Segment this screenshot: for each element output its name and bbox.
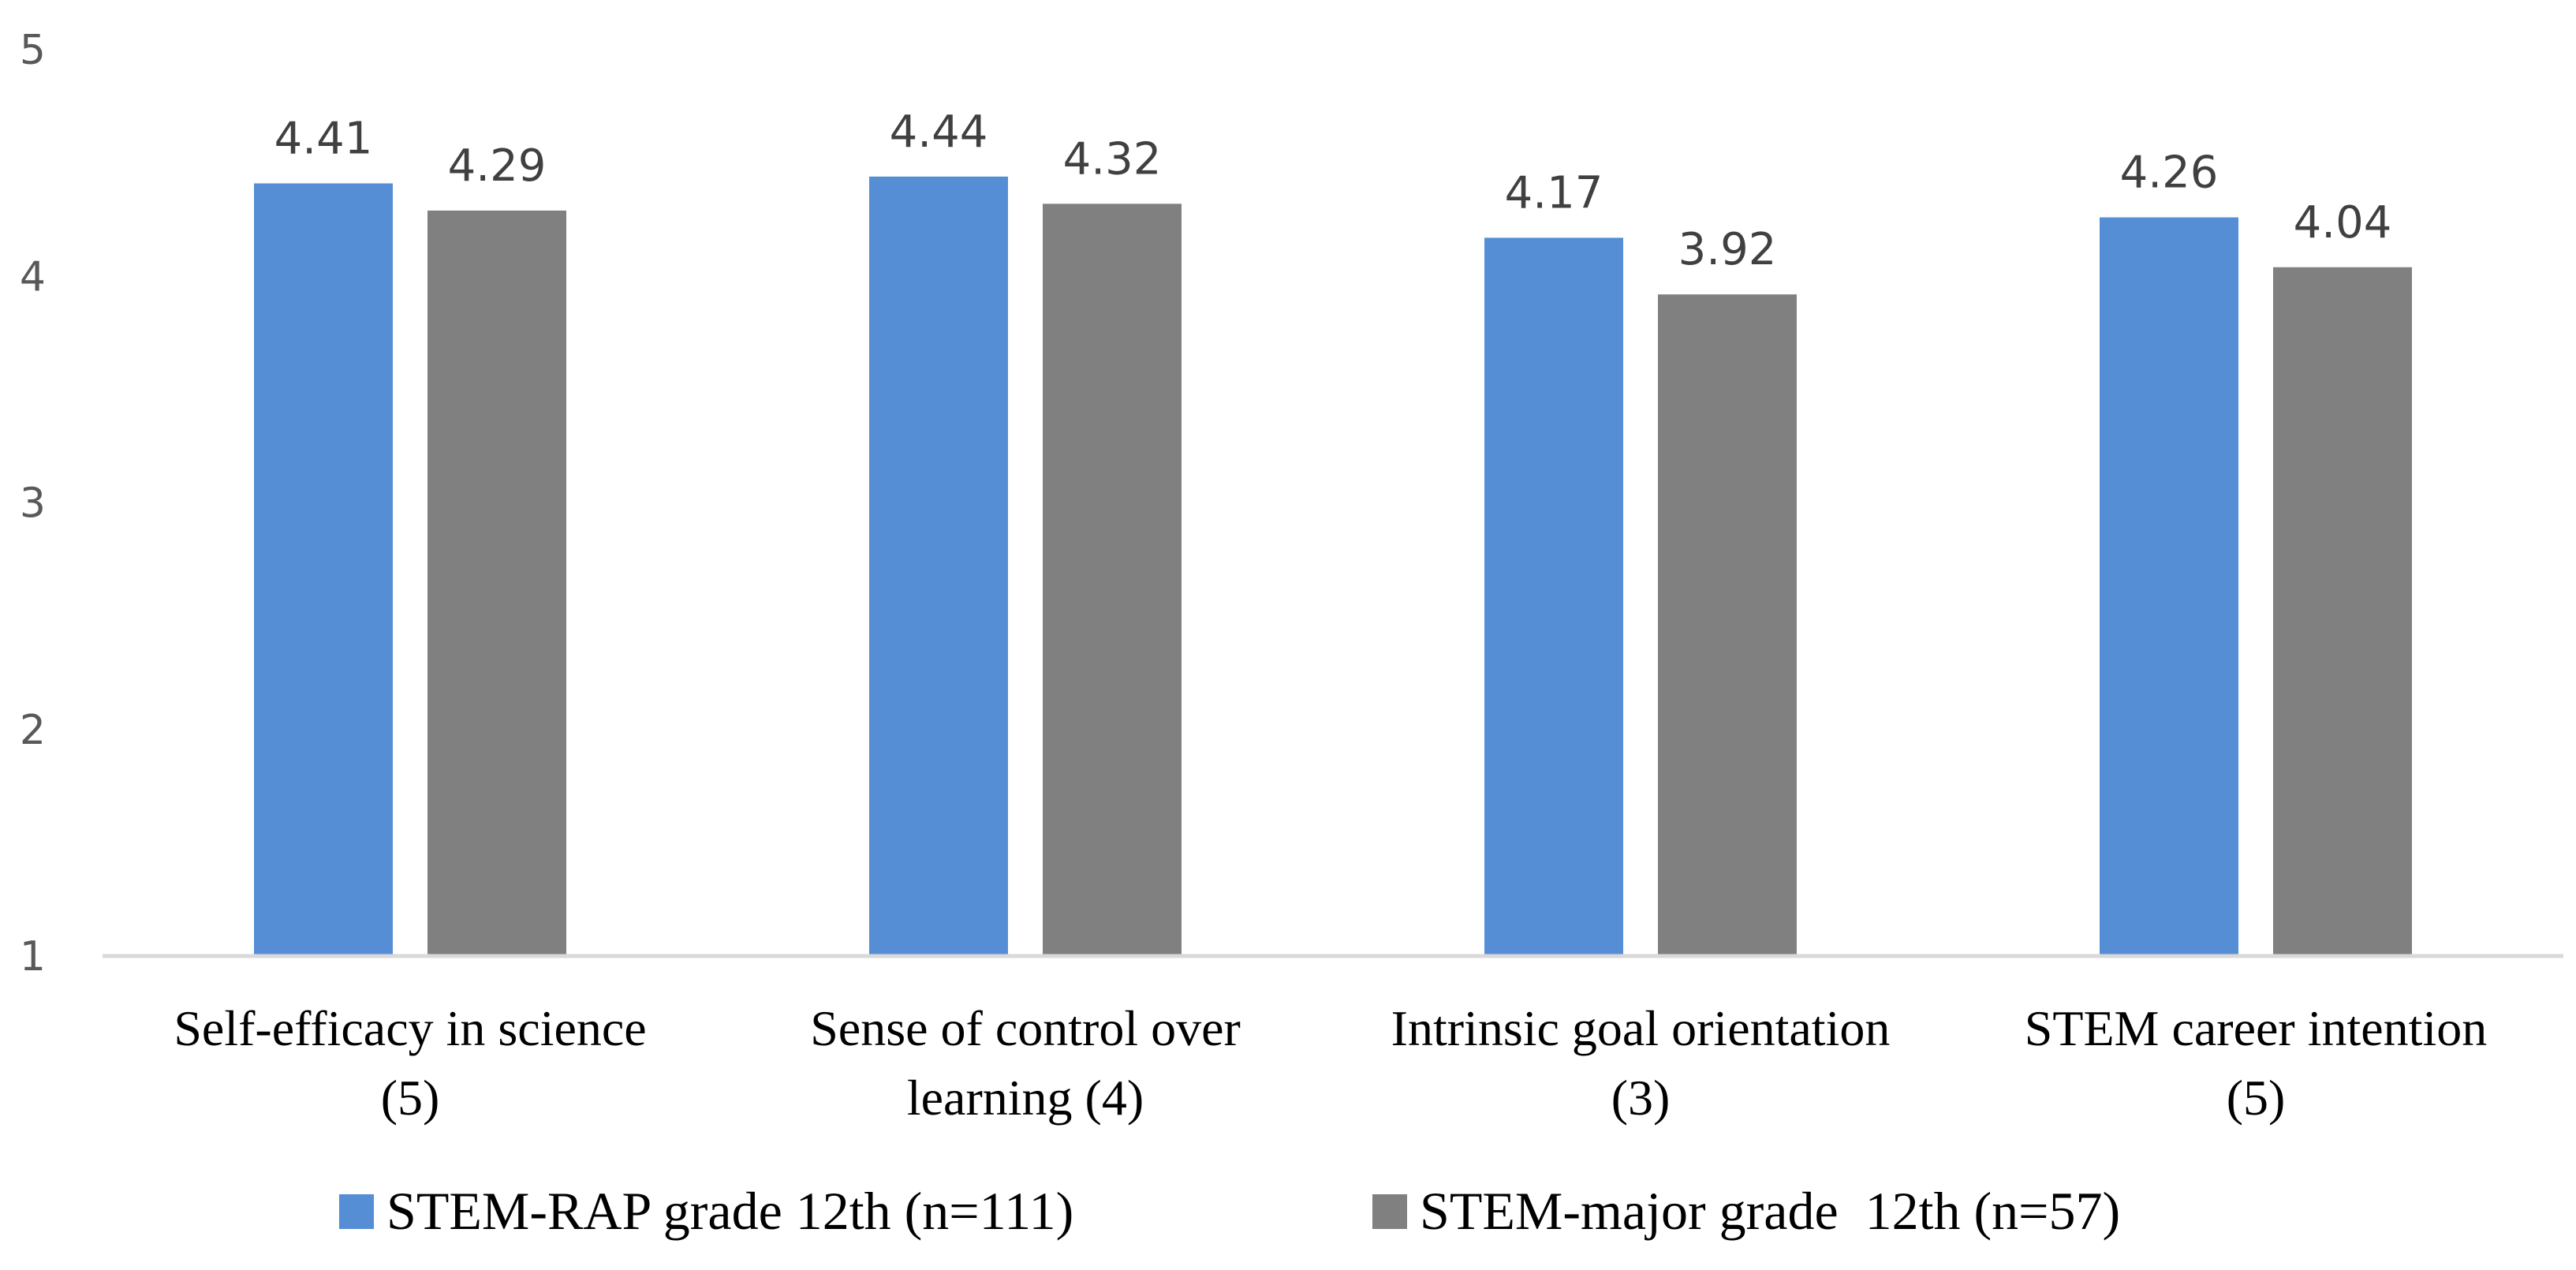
y-tick-label: 1 — [20, 933, 46, 981]
bar-series-0-cat-2 — [1484, 237, 1623, 957]
category-label: Self-efficacy in science — [174, 1000, 646, 1056]
bars — [254, 176, 2412, 957]
y-tick-label: 5 — [20, 27, 46, 74]
category-labels: Self-efficacy in science (5) Sense of cont… — [174, 1000, 2487, 1126]
legend-swatch — [1372, 1194, 1407, 1229]
category-label: Intrinsic goal orientation — [1391, 1000, 1891, 1056]
data-label: 4.26 — [2120, 148, 2219, 199]
category-label: learning (4) — [907, 1070, 1144, 1126]
legend: STEM-RAP grade 12th (n=111) STEM-major gr… — [339, 1181, 2120, 1241]
y-tick-label: 3 — [20, 480, 46, 528]
data-label: 4.04 — [2294, 197, 2392, 248]
bar-series-1-cat-2 — [1658, 294, 1797, 957]
bar-series-1-cat-0 — [427, 210, 566, 956]
bar-series-0-cat-0 — [254, 183, 393, 957]
category-label: (5) — [381, 1070, 440, 1126]
data-labels: 4.41 4.29 4.44 4.32 4.17 3.92 4.26 4.04 — [274, 106, 2392, 275]
y-tick-label: 4 — [20, 253, 46, 301]
category-label: Sense of control over — [810, 1000, 1241, 1056]
legend-label: STEM-RAP grade 12th (n=111) — [386, 1181, 1073, 1241]
legend-swatch — [339, 1194, 374, 1229]
bar-series-0-cat-3 — [2100, 217, 2238, 956]
data-label: 4.29 — [448, 140, 547, 192]
y-axis-tick-labels: 1 2 3 4 5 — [20, 27, 46, 981]
bar-series-0-cat-1 — [869, 176, 1008, 957]
category-label: (5) — [2227, 1070, 2286, 1126]
bar-series-1-cat-3 — [2273, 267, 2412, 956]
data-label: 4.32 — [1063, 133, 1162, 185]
legend-label: STEM-major grade 12th (n=57) — [1420, 1181, 2120, 1241]
category-label: (3) — [1611, 1070, 1671, 1126]
data-label: 4.44 — [890, 106, 988, 158]
category-label: STEM career intention — [2025, 1000, 2487, 1056]
bar-series-1-cat-1 — [1043, 204, 1182, 957]
y-tick-label: 2 — [20, 707, 46, 754]
data-label: 3.92 — [1678, 224, 1777, 275]
data-label: 4.17 — [1505, 167, 1603, 219]
data-label: 4.41 — [274, 113, 373, 164]
